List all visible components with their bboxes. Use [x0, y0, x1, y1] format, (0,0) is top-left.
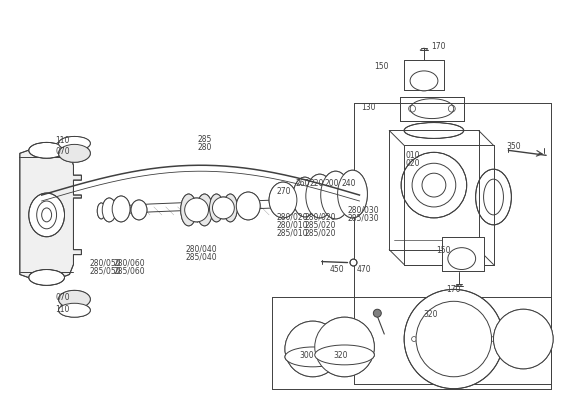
Ellipse shape	[448, 248, 476, 270]
Ellipse shape	[315, 317, 374, 377]
Circle shape	[451, 319, 456, 324]
Ellipse shape	[58, 144, 90, 162]
Ellipse shape	[58, 290, 90, 308]
Text: 170: 170	[446, 285, 461, 294]
Circle shape	[350, 259, 357, 266]
Text: 150: 150	[374, 62, 389, 72]
Circle shape	[412, 336, 417, 342]
Text: 320: 320	[334, 352, 348, 360]
Text: 220: 220	[310, 179, 324, 188]
Text: 285/050: 285/050	[89, 266, 121, 275]
Bar	[404, 60, 444, 90]
Text: 010: 010	[405, 151, 420, 160]
Text: 285/030: 285/030	[347, 213, 379, 222]
Text: 470: 470	[356, 265, 371, 274]
Ellipse shape	[404, 122, 464, 138]
Text: 450: 450	[330, 265, 344, 274]
Text: 320: 320	[423, 310, 438, 319]
Ellipse shape	[29, 270, 65, 286]
Ellipse shape	[223, 194, 237, 222]
Ellipse shape	[213, 197, 234, 219]
Ellipse shape	[404, 289, 503, 389]
Ellipse shape	[285, 347, 341, 367]
Bar	[442, 237, 484, 270]
Text: 285/010: 285/010	[276, 228, 307, 237]
Ellipse shape	[29, 193, 65, 237]
Circle shape	[451, 354, 456, 359]
Text: 150: 150	[436, 246, 450, 255]
Text: 285: 285	[197, 135, 212, 144]
Ellipse shape	[181, 194, 196, 226]
Ellipse shape	[494, 309, 553, 369]
Ellipse shape	[29, 142, 65, 158]
Ellipse shape	[416, 301, 491, 377]
Text: 260: 260	[296, 179, 310, 188]
Text: 350: 350	[507, 142, 521, 151]
Text: 240: 240	[342, 179, 356, 188]
Text: 280/020: 280/020	[276, 212, 307, 221]
Ellipse shape	[285, 321, 341, 377]
Text: 070: 070	[56, 293, 70, 302]
Ellipse shape	[102, 198, 116, 222]
Text: 280/020: 280/020	[305, 212, 337, 221]
Text: 070: 070	[56, 147, 70, 156]
Ellipse shape	[236, 192, 260, 220]
Text: 285/020: 285/020	[305, 228, 337, 237]
Text: 110: 110	[56, 305, 70, 314]
Text: 280/030: 280/030	[347, 206, 379, 214]
Circle shape	[480, 324, 484, 329]
Bar	[404, 60, 444, 90]
Ellipse shape	[401, 152, 467, 218]
Text: 170: 170	[431, 42, 445, 50]
Circle shape	[491, 336, 496, 342]
Text: 270: 270	[276, 186, 291, 196]
Ellipse shape	[185, 198, 209, 222]
Circle shape	[423, 324, 428, 329]
Text: 285/040: 285/040	[186, 252, 217, 261]
Ellipse shape	[131, 200, 147, 220]
Text: 300: 300	[300, 352, 315, 360]
Ellipse shape	[209, 194, 223, 222]
Text: 020: 020	[405, 159, 420, 168]
Circle shape	[480, 349, 484, 354]
Text: 280/010: 280/010	[276, 220, 307, 229]
Text: 285/060: 285/060	[113, 266, 145, 275]
Text: 285/020: 285/020	[305, 220, 337, 229]
Ellipse shape	[315, 345, 374, 365]
Bar	[400, 97, 464, 120]
Ellipse shape	[338, 170, 367, 218]
Text: 280/060: 280/060	[113, 258, 145, 267]
Polygon shape	[20, 148, 81, 280]
Ellipse shape	[476, 169, 512, 225]
Ellipse shape	[321, 171, 351, 219]
Bar	[400, 97, 464, 120]
Text: 130: 130	[361, 103, 376, 112]
Circle shape	[423, 349, 428, 354]
Ellipse shape	[306, 174, 334, 218]
Ellipse shape	[293, 177, 317, 217]
Ellipse shape	[58, 303, 90, 317]
Ellipse shape	[97, 203, 105, 219]
Ellipse shape	[112, 196, 130, 222]
Text: 110: 110	[56, 136, 70, 145]
Ellipse shape	[410, 71, 438, 91]
Ellipse shape	[196, 194, 213, 226]
Text: 280/050: 280/050	[89, 258, 121, 267]
Text: 280: 280	[197, 143, 212, 152]
Text: 200: 200	[325, 179, 339, 188]
Ellipse shape	[374, 309, 381, 317]
Ellipse shape	[58, 136, 90, 150]
Bar	[442, 237, 484, 270]
Text: 280/040: 280/040	[186, 244, 217, 253]
Ellipse shape	[269, 182, 297, 218]
